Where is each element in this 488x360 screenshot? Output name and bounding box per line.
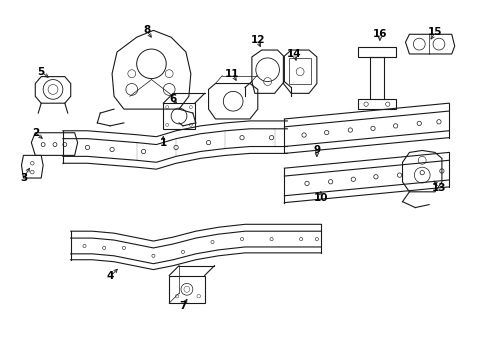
- Bar: [163, 103, 194, 129]
- Text: 4: 4: [106, 271, 114, 282]
- Text: 3: 3: [20, 173, 27, 183]
- Text: 1: 1: [159, 138, 166, 148]
- Text: 8: 8: [142, 25, 150, 35]
- Text: 10: 10: [313, 193, 327, 203]
- Text: 11: 11: [224, 69, 239, 79]
- Text: 2: 2: [32, 128, 39, 138]
- Bar: [289, 58, 310, 84]
- Text: 7: 7: [179, 301, 186, 311]
- Text: 12: 12: [250, 35, 264, 45]
- Text: 15: 15: [427, 27, 441, 37]
- Text: 9: 9: [313, 145, 320, 156]
- Text: 16: 16: [372, 29, 386, 39]
- Text: 13: 13: [431, 183, 445, 193]
- Bar: [358, 47, 395, 57]
- Text: 5: 5: [38, 67, 45, 77]
- Text: 14: 14: [286, 49, 301, 59]
- Text: 6: 6: [169, 94, 176, 104]
- Bar: [169, 275, 204, 303]
- Bar: [358, 99, 395, 109]
